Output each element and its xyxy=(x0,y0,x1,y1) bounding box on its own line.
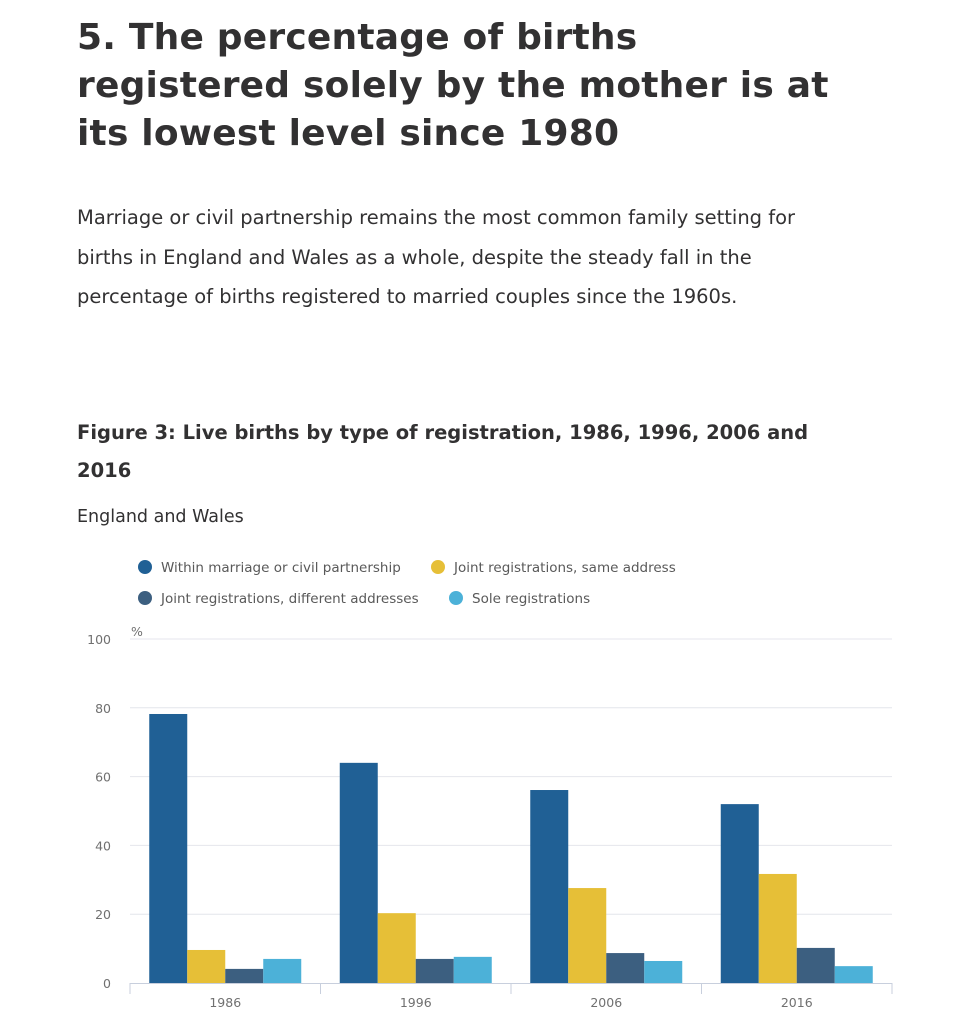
bar xyxy=(758,873,797,983)
bar xyxy=(530,790,569,983)
legend-swatch xyxy=(431,560,445,574)
bar xyxy=(568,888,607,983)
bar xyxy=(415,958,454,983)
legend-label: Joint registrations, same address xyxy=(453,560,676,576)
legend-swatch xyxy=(138,560,152,574)
legend-swatch xyxy=(138,591,152,605)
bar-group-1996 xyxy=(339,762,492,983)
x-tick-label: 2006 xyxy=(590,995,622,1010)
bar-group-2016 xyxy=(720,804,873,983)
legend-item: Joint registrations, same address xyxy=(431,560,676,576)
bar xyxy=(834,966,873,983)
bar xyxy=(339,762,378,983)
bar xyxy=(720,804,759,983)
section-paragraph: Marriage or civil partnership remains th… xyxy=(77,206,796,308)
legend-item: Sole registrations xyxy=(449,591,590,607)
bar xyxy=(187,949,226,983)
x-tick-label: 1986 xyxy=(209,995,241,1010)
chart-legend: Within marriage or civil partnership Join… xyxy=(138,560,676,607)
y-tick-label: 0 xyxy=(103,976,111,991)
legend-item: Within marriage or civil partnership xyxy=(138,560,401,576)
bar xyxy=(263,958,302,983)
legend-swatch xyxy=(449,591,463,605)
chart-bars xyxy=(149,713,873,983)
y-tick-label: 20 xyxy=(95,907,111,922)
chart-gridlines xyxy=(130,638,892,915)
y-axis: 0 20 40 60 80 100% xyxy=(87,624,143,991)
y-tick-label: 40 xyxy=(95,838,111,853)
bar xyxy=(453,956,492,983)
y-tick-label: 100 xyxy=(87,632,111,647)
y-tick-label: 60 xyxy=(95,770,111,785)
bar xyxy=(606,953,645,983)
section-heading: 5. The percentage of births registered s… xyxy=(77,17,829,154)
bar-group-2006 xyxy=(530,790,683,983)
figure-subtitle: England and Wales xyxy=(77,507,244,527)
bar-chart: Within marriage or civil partnership Join… xyxy=(87,560,893,1010)
x-axis: 1986 1996 2006 2016 xyxy=(129,983,893,1010)
y-axis-unit-label: % xyxy=(131,624,143,639)
bar xyxy=(225,968,264,983)
bar xyxy=(377,913,416,983)
bar xyxy=(796,947,835,983)
legend-label: Joint registrations, different addresses xyxy=(160,591,419,607)
legend-label: Within marriage or civil partnership xyxy=(161,560,401,576)
bar xyxy=(149,713,188,983)
bar-group-1986 xyxy=(149,713,302,983)
figure-title: Figure 3: Live births by type of registr… xyxy=(77,421,809,482)
y-tick-label: 80 xyxy=(95,701,111,716)
legend-label: Sole registrations xyxy=(472,591,590,607)
bar xyxy=(644,960,683,983)
x-tick-label: 1996 xyxy=(400,995,432,1010)
x-tick-label: 2016 xyxy=(781,995,813,1010)
legend-item: Joint registrations, different addresses xyxy=(138,591,419,607)
